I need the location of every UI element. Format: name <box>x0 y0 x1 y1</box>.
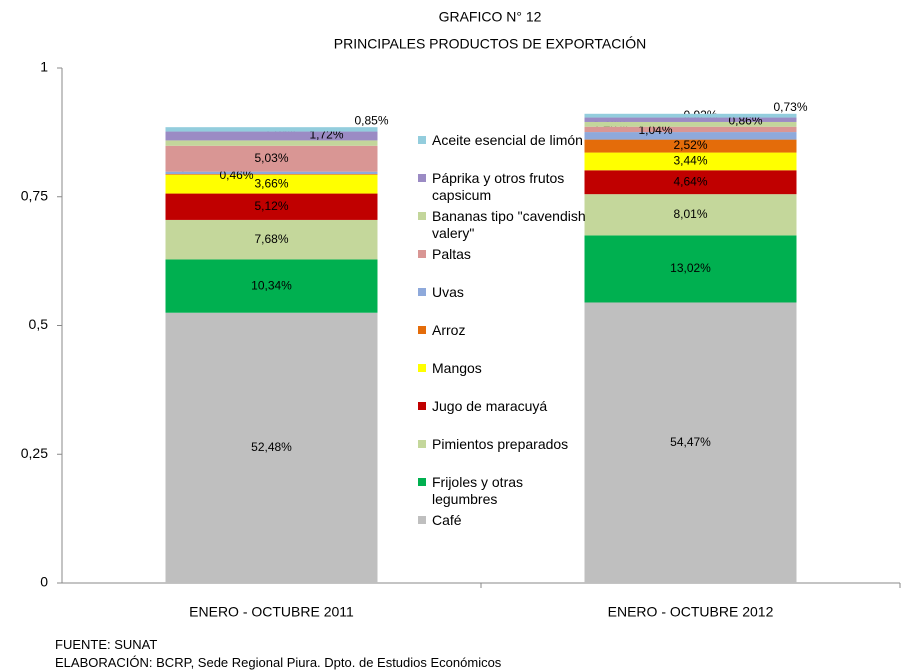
chart-subtitle: PRINCIPALES PRODUCTOS DE EXPORTACIÓN <box>334 36 646 52</box>
legend-swatch <box>418 326 426 334</box>
bar-segment <box>584 170 797 195</box>
bar-segment <box>584 117 797 122</box>
y-tick-label: 0 <box>40 574 48 590</box>
legend-item: Uvas <box>418 284 592 301</box>
legend-label: Jugo de maracuyá <box>432 398 548 414</box>
bar-segment <box>165 145 378 172</box>
legend-item: Aceite esencial de limón <box>418 132 592 149</box>
data-label: 2,52% <box>673 138 707 152</box>
data-label: 5,12% <box>254 199 288 213</box>
legend-item: Frijoles y otras legumbres <box>418 474 592 508</box>
bar-segment <box>584 194 797 236</box>
legend-label: Mangos <box>432 360 482 376</box>
bar-segment <box>165 312 378 583</box>
y-tick-label: 0,5 <box>29 316 49 332</box>
y-tick-label: 1 <box>40 59 48 75</box>
legend-swatch <box>418 402 426 410</box>
legend-item: Paltas <box>418 246 592 263</box>
legend-item: Arroz <box>418 322 592 339</box>
data-label: 10,34% <box>251 278 292 292</box>
bar-segment <box>165 131 378 141</box>
data-label: 3,44% <box>673 154 707 168</box>
legend-label: Arroz <box>432 322 466 338</box>
legend-item: Mangos <box>418 360 592 377</box>
legend-swatch <box>418 516 426 524</box>
legend-swatch <box>418 478 426 486</box>
legend-label: Frijoles y otras legumbres <box>432 474 524 507</box>
bar-segment <box>165 140 378 146</box>
data-label: 7,68% <box>254 232 288 246</box>
legend-swatch <box>418 136 426 144</box>
legend-label: Bananas tipo "cavendish valery" <box>432 208 586 241</box>
legend-swatch <box>418 212 426 220</box>
legend-label: Café <box>432 512 462 528</box>
data-label: 4,64% <box>673 174 707 188</box>
bar-segment <box>165 174 378 175</box>
bar-segment <box>165 171 378 175</box>
x-tick-label: ENERO - OCTUBRE 2011 <box>189 604 354 620</box>
bar-segment <box>584 235 797 303</box>
data-label: 0,85% <box>354 113 388 127</box>
bar-segment <box>165 259 378 313</box>
bar-segment <box>584 139 797 153</box>
legend-label: Paltas <box>432 246 471 262</box>
x-tick-label: ENERO - OCTUBRE 2012 <box>608 604 774 620</box>
legend-swatch <box>418 174 426 182</box>
bar-segment <box>165 174 378 194</box>
bar-segment <box>165 219 378 260</box>
data-label: 8,01% <box>673 207 707 221</box>
chart-title: GRAFICO N° 12 <box>439 9 542 25</box>
bar-segment <box>165 127 378 132</box>
y-tick-label: 0,25 <box>21 445 48 461</box>
data-label: 13,02% <box>670 261 711 275</box>
legend-swatch <box>418 440 426 448</box>
bar-segment <box>584 121 797 127</box>
data-label: 54,47% <box>670 435 711 449</box>
bar-segment <box>584 132 797 140</box>
source-note: FUENTE: SUNAT <box>55 637 158 652</box>
legend-label: Pimientos preparados <box>432 436 569 452</box>
legend-swatch <box>418 364 426 372</box>
legend-item: Bananas tipo "cavendish valery" <box>418 208 592 242</box>
bar-segment <box>584 152 797 171</box>
legend-label: Aceite esencial de limón <box>432 132 583 148</box>
bar-segment <box>584 126 797 133</box>
data-label: 0,73% <box>773 100 807 114</box>
legend-item: Páprika y otros frutos capsicum <box>418 170 592 204</box>
bar-segment <box>584 302 797 583</box>
credit-note: ELABORACIÓN: BCRP, Sede Regional Piura. … <box>55 655 502 670</box>
data-label: 3,66% <box>254 176 288 190</box>
legend-swatch <box>418 288 426 296</box>
legend-label: Páprika y otros frutos capsicum <box>432 170 565 203</box>
legend-label: Uvas <box>432 284 464 300</box>
data-label: 5,03% <box>254 151 288 165</box>
data-label: 52,48% <box>251 440 292 454</box>
legend-item: Pimientos preparados <box>418 436 592 453</box>
legend-swatch <box>418 250 426 258</box>
legend-item: Jugo de maracuyá <box>418 398 592 415</box>
y-tick-label: 0,75 <box>21 187 48 203</box>
legend-item: Café <box>418 512 592 529</box>
bar-segment <box>584 113 797 118</box>
bar-segment <box>165 193 378 220</box>
